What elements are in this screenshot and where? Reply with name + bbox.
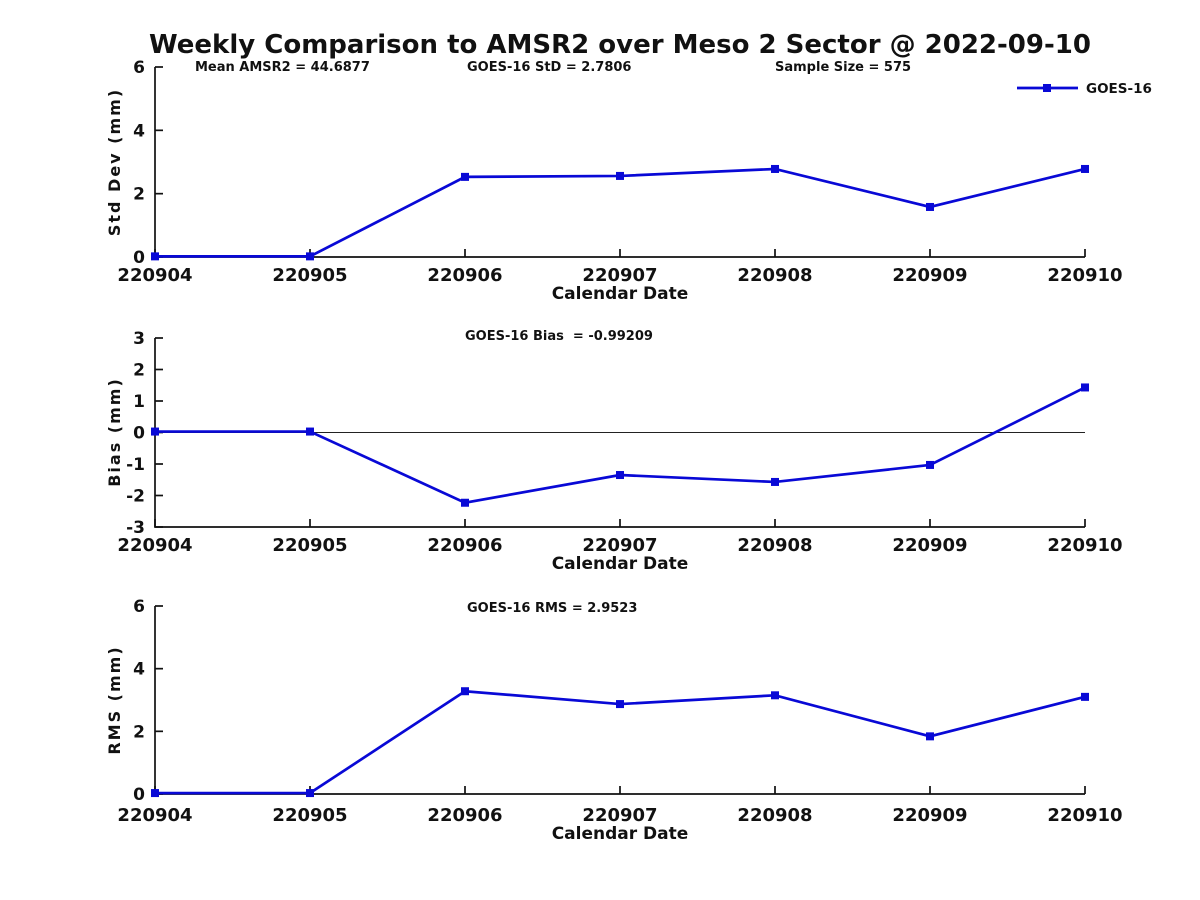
x-tick-label: 220909 bbox=[892, 805, 967, 826]
x-tick-label: 220906 bbox=[427, 535, 502, 556]
data-point-marker bbox=[151, 427, 159, 436]
data-point-marker bbox=[616, 471, 624, 480]
x-tick-label: 220906 bbox=[427, 805, 502, 826]
data-point-marker bbox=[461, 498, 469, 507]
y-tick-label: -2 bbox=[126, 487, 145, 507]
x-tick-label: 220909 bbox=[892, 265, 967, 286]
y-tick-label: 0 bbox=[133, 785, 145, 805]
y-tick-label: 2 bbox=[133, 185, 145, 205]
y-tick-label: -3 bbox=[126, 518, 145, 538]
x-tick-label: 220904 bbox=[117, 265, 192, 286]
chart-title: Weekly Comparison to AMSR2 over Meso 2 S… bbox=[149, 30, 1091, 60]
axis-frame bbox=[154, 606, 1085, 795]
x-tick-label: 220904 bbox=[117, 805, 192, 826]
x-tick-label: 220910 bbox=[1047, 805, 1122, 826]
y-tick-label: 6 bbox=[133, 597, 145, 617]
legend: GOES-16 bbox=[1017, 81, 1152, 97]
annotation-goes16-bias: GOES-16 Bias = -0.99209 bbox=[465, 329, 653, 344]
data-point-marker bbox=[306, 789, 314, 798]
axis-frame bbox=[154, 67, 1085, 258]
x-tick-label: 220907 bbox=[582, 535, 657, 556]
y-tick-label: 2 bbox=[133, 722, 145, 742]
x-tick-label: 220910 bbox=[1047, 535, 1122, 556]
y-tick-label: 6 bbox=[133, 58, 145, 78]
data-point-marker bbox=[306, 252, 314, 261]
data-point-marker bbox=[616, 700, 624, 709]
y-tick-label: 3 bbox=[133, 329, 145, 349]
data-point-marker bbox=[771, 691, 779, 700]
x-tick-label: 220907 bbox=[582, 265, 657, 286]
data-point-marker bbox=[616, 171, 624, 180]
legend-series-label: GOES-16 bbox=[1086, 81, 1152, 97]
data-point-marker bbox=[1081, 164, 1089, 173]
series-line bbox=[155, 167, 1086, 258]
y-axis-label-bias: Bias (mm) bbox=[105, 377, 124, 487]
x-tick-label: 220908 bbox=[737, 265, 812, 286]
x-tick-label: 220908 bbox=[737, 805, 812, 826]
x-tick-label: 220910 bbox=[1047, 265, 1122, 286]
plots: 0 2 4 6 220904 220905 220906 220907 220908 220909… bbox=[117, 58, 1122, 826]
annotation-goes16-std: GOES-16 StD = 2.7806 bbox=[467, 60, 631, 75]
plot-rms: 0 2 4 6 220904 220905 220906 220907 220908 220909… bbox=[117, 597, 1122, 826]
series-line bbox=[155, 386, 1086, 505]
data-point-marker bbox=[926, 732, 934, 741]
annotation-goes16-rms: GOES-16 RMS = 2.9523 bbox=[467, 601, 637, 616]
data-point-marker bbox=[151, 252, 159, 261]
plot-stddev: 0 2 4 6 220904 220905 220906 220907 220908 220909… bbox=[117, 58, 1122, 286]
x-axis-label-plot3: Calendar Date bbox=[552, 824, 689, 844]
data-point-marker bbox=[1081, 692, 1089, 701]
x-tick-label: 220905 bbox=[272, 805, 347, 826]
data-point-marker bbox=[1081, 383, 1089, 392]
x-tick-label: 220906 bbox=[427, 265, 502, 286]
y-tick-label: 4 bbox=[133, 121, 145, 141]
annotation-sample-size: Sample Size = 575 bbox=[775, 60, 911, 75]
plot-bias: -3 -2 -1 0 1 2 3 220904 220905 220906 220907 220908… bbox=[117, 329, 1122, 556]
data-point-marker bbox=[151, 789, 159, 798]
y-tick-label: 4 bbox=[133, 660, 145, 680]
x-tick-label: 220905 bbox=[272, 265, 347, 286]
data-point-marker bbox=[306, 427, 314, 436]
y-tick-label: 2 bbox=[133, 361, 145, 381]
y-tick-label: -1 bbox=[126, 455, 145, 475]
x-axis-label-plot1: Calendar Date bbox=[552, 284, 689, 304]
x-axis-label-plot2: Calendar Date bbox=[552, 554, 689, 574]
x-tick-label: 220907 bbox=[582, 805, 657, 826]
x-tick-label: 220904 bbox=[117, 535, 192, 556]
data-point-marker bbox=[771, 164, 779, 173]
data-point-marker bbox=[926, 460, 934, 469]
y-tick-label: 0 bbox=[133, 248, 145, 268]
data-point-marker bbox=[461, 172, 469, 181]
y-tick-label: 1 bbox=[133, 392, 145, 412]
y-axis-label-stddev: Std Dev (mm) bbox=[105, 88, 124, 236]
data-point-marker bbox=[771, 477, 779, 486]
x-tick-label: 220908 bbox=[737, 535, 812, 556]
annotation-mean-amsr2: Mean AMSR2 = 44.6877 bbox=[195, 60, 370, 75]
data-point-marker bbox=[926, 202, 934, 211]
x-tick-label: 220909 bbox=[892, 535, 967, 556]
x-tick-label: 220905 bbox=[272, 535, 347, 556]
legend-marker-icon bbox=[1043, 84, 1051, 92]
y-axis-label-rms: RMS (mm) bbox=[105, 645, 124, 754]
data-point-marker bbox=[461, 687, 469, 696]
y-tick-label: 0 bbox=[133, 424, 145, 444]
